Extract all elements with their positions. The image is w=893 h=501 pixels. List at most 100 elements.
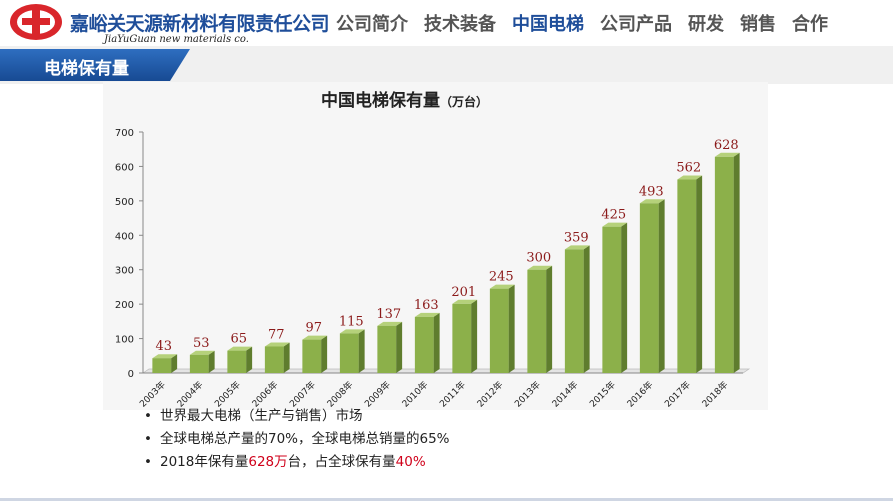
data-label: 115 xyxy=(339,314,364,329)
bullet-highlight: 40% xyxy=(395,454,426,470)
data-label: 65 xyxy=(230,332,247,347)
data-label: 493 xyxy=(639,184,664,199)
header: 嘉峪关天源新材料有限责任公司 JiaYuGuan new materials c… xyxy=(0,0,893,46)
y-tick-label: 0 xyxy=(128,369,134,380)
data-label: 53 xyxy=(193,336,210,351)
bar xyxy=(227,350,247,373)
bar xyxy=(152,358,172,373)
bar-side xyxy=(658,199,665,373)
bar xyxy=(302,339,322,373)
bar-top xyxy=(414,312,440,317)
data-label: 359 xyxy=(564,230,589,245)
bullet-text: 全球电梯总产量的70%，全球电梯总销量的65% xyxy=(160,431,450,447)
company-name: 嘉峪关天源新材料有限责任公司 xyxy=(70,13,330,35)
bullet-item: • 全球电梯总产量的70%，全球电梯总销量的65% xyxy=(144,431,450,447)
bar-side xyxy=(208,350,215,373)
data-label: 137 xyxy=(376,307,401,322)
company-logo-icon xyxy=(10,4,62,40)
bullet-item: • 世界最大电梯（生产与销售）市场 xyxy=(144,408,363,424)
bar xyxy=(452,303,472,373)
bullet-text: 2018年保有量 xyxy=(160,454,249,470)
data-label: 97 xyxy=(305,321,322,336)
bar-top xyxy=(452,299,478,304)
bullet-text: 世界最大电梯（生产与销售）市场 xyxy=(160,408,363,424)
chart-title: 中国电梯保有量（万台） xyxy=(321,90,488,111)
y-tick-label: 100 xyxy=(115,335,134,346)
bar-top xyxy=(152,354,178,359)
bar-top xyxy=(189,350,215,355)
data-label: 425 xyxy=(601,208,626,223)
bar-side xyxy=(321,335,328,373)
y-tick-label: 400 xyxy=(115,231,134,242)
data-label: 163 xyxy=(414,298,439,313)
bar-top xyxy=(527,265,553,270)
bar-side xyxy=(733,152,740,373)
bar-top xyxy=(602,222,628,227)
nav-item-sales[interactable]: 销售 xyxy=(740,14,776,35)
bar-side xyxy=(171,354,178,373)
bar-top xyxy=(489,284,515,289)
bar-side xyxy=(546,265,553,373)
bar-side xyxy=(583,245,590,373)
x-tick-label: 2018年 xyxy=(699,379,730,410)
chart-title-unit: （万台） xyxy=(440,94,488,109)
chart-container: 中国电梯保有量（万台） 0 100 200 300 400 500 600 700 43 2003… xyxy=(103,82,768,410)
data-label: 43 xyxy=(155,339,172,354)
bullet-text: 台，占全球保有量 xyxy=(287,454,396,470)
y-tick-label: 300 xyxy=(115,266,134,277)
data-label: 201 xyxy=(451,285,476,300)
bar-top xyxy=(264,342,290,347)
bottom-divider xyxy=(0,498,893,501)
nav-item-cooperation[interactable]: 合作 xyxy=(792,14,828,35)
bar xyxy=(339,333,359,373)
x-tick-label: 2015年 xyxy=(587,379,618,410)
section-title: 电梯保有量 xyxy=(44,59,129,79)
bar-top xyxy=(377,321,403,326)
bullet-highlight: 628万 xyxy=(248,454,288,470)
bar-top xyxy=(339,329,365,334)
data-label: 562 xyxy=(676,161,701,176)
nav-item-company-intro[interactable]: 公司简介 xyxy=(336,14,408,35)
bar xyxy=(189,354,209,373)
section-tab-bg xyxy=(0,49,190,81)
bar-top xyxy=(714,152,740,157)
bar-side xyxy=(508,284,515,373)
bullet-item: • 2018年保有量628万台，占全球保有量40% xyxy=(144,454,426,470)
chart-title-main: 中国电梯保有量 xyxy=(321,90,440,111)
elevator-stock-chart: 中国电梯保有量（万台） 0100200300400500600700432003… xyxy=(115,90,751,410)
data-label: 628 xyxy=(714,138,739,153)
bar xyxy=(414,316,434,373)
bar-top xyxy=(564,245,590,250)
bar xyxy=(714,156,734,373)
data-label: 77 xyxy=(268,327,285,342)
bar xyxy=(564,249,584,373)
company-name-en: JiaYuGuan new materials co. xyxy=(104,34,249,45)
x-tick-label: 2014年 xyxy=(549,379,580,410)
main-nav: 公司简介 技术装备 中国电梯 公司产品 研发 销售 合作 xyxy=(336,10,828,36)
nav-item-china-elevator[interactable]: 中国电梯 xyxy=(512,14,584,35)
y-tick-label: 700 xyxy=(115,128,134,139)
nav-item-products[interactable]: 公司产品 xyxy=(600,14,672,35)
nav-item-equipment[interactable]: 技术装备 xyxy=(424,14,496,35)
bar-top xyxy=(677,175,703,180)
bar-side xyxy=(696,175,703,373)
bar-top xyxy=(227,346,253,351)
bar-side xyxy=(433,312,440,373)
x-tick-label: 2012年 xyxy=(474,379,505,410)
bullet-list: • 世界最大电梯（生产与销售）市场 • 全球电梯总产量的70%，全球电梯总销量的65… xyxy=(140,405,450,474)
y-tick-label: 200 xyxy=(115,300,134,311)
bar xyxy=(602,226,622,373)
bar-side xyxy=(471,299,478,373)
bar-top xyxy=(639,199,665,204)
y-tick-label: 500 xyxy=(115,197,134,208)
bar-side xyxy=(246,346,253,373)
x-tick-label: 2017年 xyxy=(662,379,693,410)
bar xyxy=(677,179,697,373)
data-label: 245 xyxy=(489,270,514,285)
y-tick-label: 600 xyxy=(115,162,134,173)
bar-side xyxy=(621,222,628,373)
data-label: 300 xyxy=(526,251,551,266)
bar-side xyxy=(396,321,403,373)
nav-item-rnd[interactable]: 研发 xyxy=(688,14,724,35)
bar-side xyxy=(358,329,365,373)
